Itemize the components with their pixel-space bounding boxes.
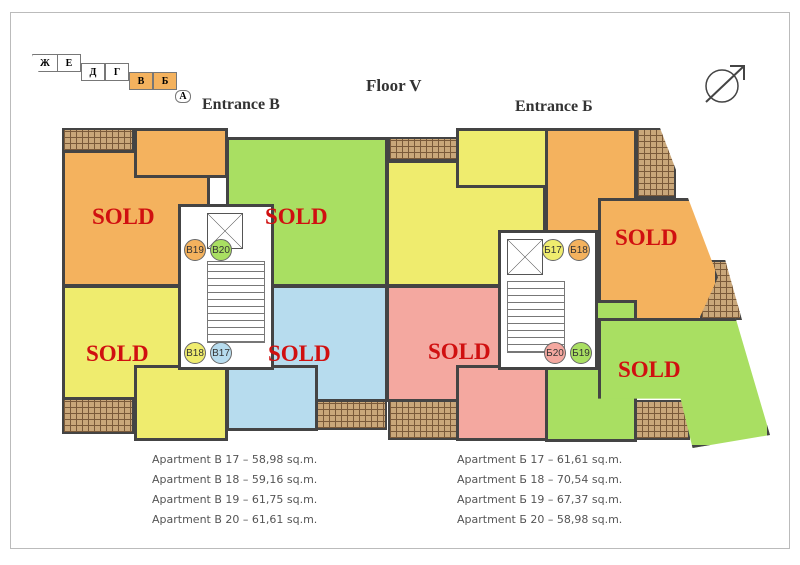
apartment-b17-bedroom [456, 128, 548, 188]
stairs-icon [207, 261, 265, 343]
section-key-v[interactable]: В [129, 72, 153, 90]
section-key-a[interactable]: А [175, 90, 191, 103]
legend-line: Apartment В 20 – 61,61 sq.m. [152, 513, 318, 526]
legend-line: Apartment Б 17 – 61,61 sq.m. [457, 453, 623, 466]
apartment-b20-bedroom [456, 365, 548, 441]
badge-v19[interactable]: В19 [184, 239, 206, 261]
area-legend-right: Apartment Б 17 – 61,61 sq.m. Apartment Б… [457, 450, 622, 530]
sold-label-v18: SOLD [86, 341, 149, 366]
balcony [634, 400, 690, 440]
floor-title: Floor V [366, 76, 422, 95]
badge-v20[interactable]: В20 [210, 239, 232, 261]
balcony [315, 400, 387, 430]
balcony [388, 137, 458, 161]
north-arrow-icon [705, 65, 745, 103]
entrance-left-title: Entrance В [202, 96, 280, 113]
badge-b17[interactable]: Б17 [542, 239, 564, 261]
balcony [636, 128, 676, 198]
legend-line: Apartment Б 20 – 58,98 sq.m. [457, 513, 623, 526]
sold-label-v19: SOLD [92, 204, 155, 229]
legend-line: Apartment В 17 – 58,98 sq.m. [152, 453, 318, 466]
badge-b19[interactable]: Б19 [570, 342, 592, 364]
balcony [62, 398, 134, 434]
sold-label-v20: SOLD [265, 204, 328, 229]
section-key-d[interactable]: Д [81, 63, 105, 81]
badge-v17[interactable]: В17 [210, 342, 232, 364]
legend-line: Apartment В 19 – 61,75 sq.m. [152, 493, 318, 506]
legend-line: Apartment В 18 – 59,16 sq.m. [152, 473, 318, 486]
sold-label-v17: SOLD [268, 341, 331, 366]
sold-label-b19: SOLD [618, 357, 681, 382]
legend-line: Apartment Б 19 – 67,37 sq.m. [457, 493, 623, 506]
section-key-e[interactable]: Е [57, 54, 81, 72]
apartment-v18-bedroom [134, 365, 228, 441]
legend-line: Apartment Б 18 – 70,54 sq.m. [457, 473, 623, 486]
stairs-icon [507, 281, 565, 353]
badge-b20[interactable]: Б20 [544, 342, 566, 364]
page-frame [10, 12, 790, 549]
area-legend-left: Apartment В 17 – 58,98 sq.m. Apartment В… [152, 450, 317, 530]
apartment-v19-bedroom [134, 128, 228, 178]
section-key-g[interactable]: Г [105, 63, 129, 81]
sold-label-b18: SOLD [615, 225, 678, 250]
sold-label-b20: SOLD [428, 339, 491, 364]
balcony [388, 400, 458, 440]
apartment-v17-bedroom [226, 365, 318, 431]
section-key-b[interactable]: Б [153, 72, 177, 90]
badge-b18[interactable]: Б18 [568, 239, 590, 261]
badge-v18[interactable]: В18 [184, 342, 206, 364]
elevator-icon [507, 239, 543, 275]
balcony [62, 128, 134, 152]
entrance-right-title: Entrance Б [515, 98, 593, 115]
